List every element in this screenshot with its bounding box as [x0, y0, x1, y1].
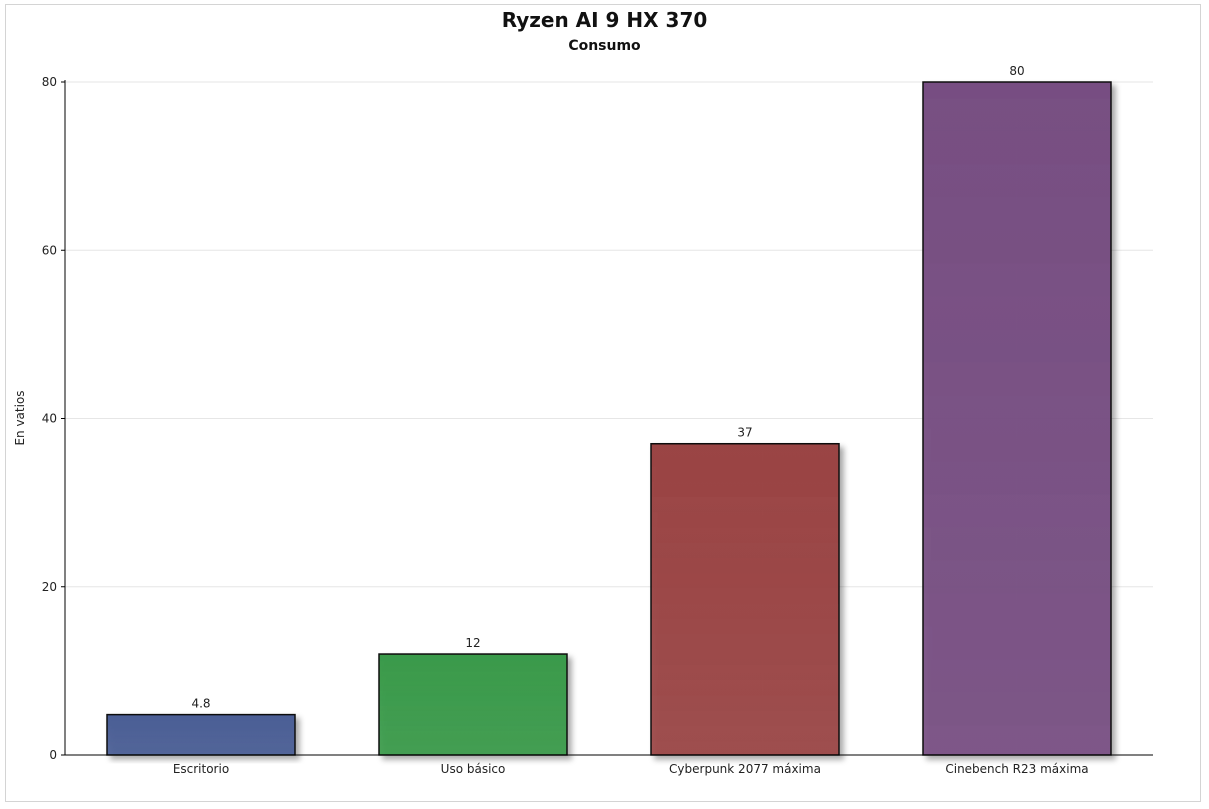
data-label: 80: [1009, 64, 1024, 78]
y-tick-label: 40: [42, 412, 57, 426]
bar: [922, 81, 1112, 756]
y-tick-label: 80: [42, 75, 57, 89]
y-tick-label: 0: [49, 748, 57, 762]
labels: 0 20 40 60 80 4.8 Escritorio 12 Uso básico 37 Cybe…: [42, 64, 1089, 776]
chart-title: Ryzen AI 9 HX 370: [501, 8, 708, 32]
x-tick-label: Cinebench R23 máxima: [945, 762, 1088, 776]
chart-subtitle: Consumo: [568, 38, 641, 54]
x-tick-label: Cyberpunk 2077 máxima: [669, 762, 821, 776]
data-label: 12: [465, 636, 480, 650]
y-tick-label: 60: [42, 243, 57, 257]
data-label: 4.8: [191, 697, 210, 711]
bars: [106, 81, 1112, 756]
x-tick-label: Escritorio: [173, 762, 229, 776]
x-tick-label: Uso básico: [441, 762, 506, 776]
bar: [378, 653, 568, 756]
bar: [650, 442, 840, 756]
data-label: 37: [737, 426, 752, 440]
bar: [106, 713, 296, 756]
y-tick-label: 20: [42, 580, 57, 594]
axes: [61, 80, 1153, 756]
